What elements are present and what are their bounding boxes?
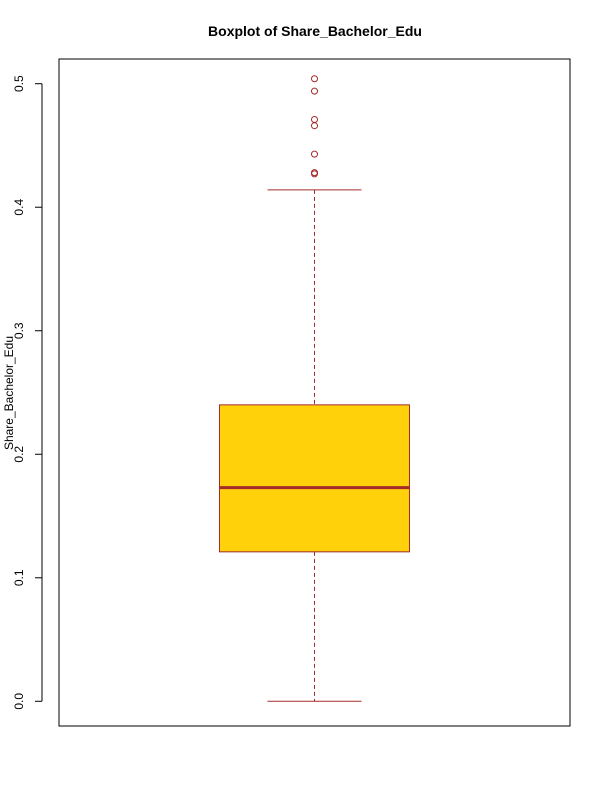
box-group <box>219 189 410 702</box>
y-axis-label: Share_Bachelor_Edu <box>2 336 16 450</box>
chart-title: Boxplot of Share_Bachelor_Edu <box>208 23 422 39</box>
y-tick-label: 0.3 <box>12 322 26 339</box>
outlier-point <box>311 116 318 124</box>
outlier-point <box>311 75 318 83</box>
y-tick-label: 0.4 <box>12 199 26 216</box>
outlier-point <box>311 169 318 177</box>
iqr-box <box>219 404 410 553</box>
plot-frame <box>58 58 571 727</box>
y-tick-label: 0.2 <box>12 446 26 463</box>
outlier-point <box>311 150 318 158</box>
y-tick-label: 0.1 <box>12 569 26 586</box>
y-tick-label: 0.5 <box>12 75 26 92</box>
outlier-group <box>311 75 318 178</box>
outlier-point <box>311 87 318 95</box>
outlier-point <box>311 122 318 130</box>
y-axis: 0.0 0.1 0.2 0.3 0.4 0.5 <box>12 75 43 710</box>
y-tick-label: 0.0 <box>12 693 26 710</box>
